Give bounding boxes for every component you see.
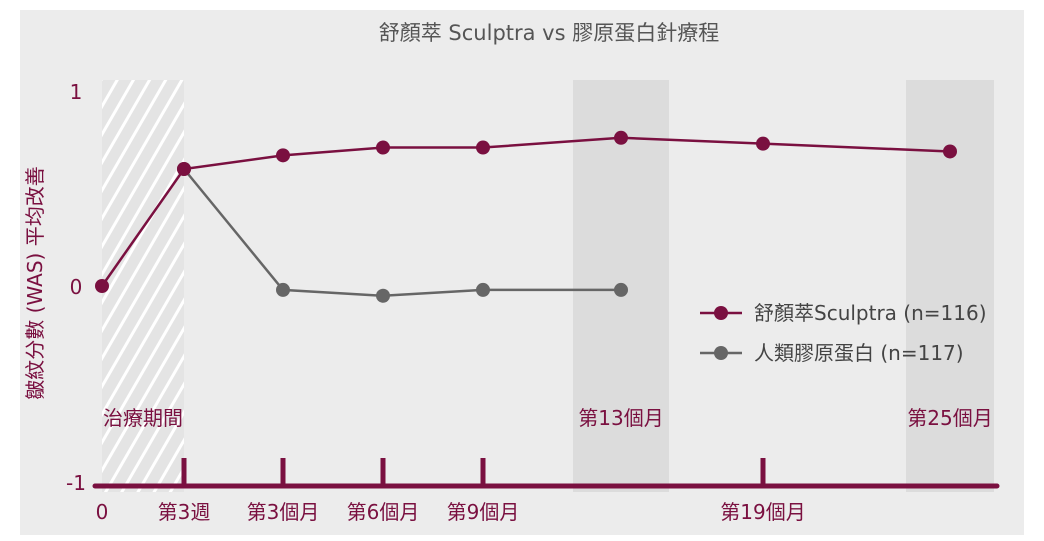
period-label-month13: 第13個月 xyxy=(578,406,663,430)
data-point-collagen-1 xyxy=(276,282,290,297)
legend-label-sculptra: 舒顏萃Sculptra (n=116) xyxy=(754,301,987,325)
y-tick-bottom: -1 xyxy=(66,471,86,495)
data-point-sculptra-5 xyxy=(614,130,628,145)
data-point-sculptra-1 xyxy=(177,162,191,176)
legend-item-sculptra: 舒顏萃Sculptra (n=116) xyxy=(700,301,987,325)
data-point-sculptra-6 xyxy=(756,136,770,151)
y-tick-top: 1 xyxy=(70,80,83,104)
y-axis-label: 皺紋分數 (WAS) 平均改善 xyxy=(23,166,47,399)
data-point-sculptra-2 xyxy=(276,148,290,163)
data-point-collagen-4 xyxy=(614,282,628,297)
x-tick-label-m3: 第3個月 xyxy=(247,500,320,524)
data-point-sculptra-4 xyxy=(476,140,490,155)
legend-marker-sculptra xyxy=(714,306,728,320)
chart-title: 舒顏萃 Sculptra vs 膠原蛋白針療程 xyxy=(379,21,719,45)
series-line-sculptra xyxy=(100,136,951,287)
data-point-collagen-3 xyxy=(476,282,490,297)
month25-band xyxy=(906,80,994,492)
x-tick-label-wk3: 第3週 xyxy=(158,500,211,524)
legend: 舒顏萃Sculptra (n=116) 人類膠原蛋白 (n=117) xyxy=(700,301,987,365)
legend-marker-collagen xyxy=(714,346,728,360)
data-point-collagen-2 xyxy=(376,288,390,303)
x-tick-label-m19: 第19個月 xyxy=(720,500,805,524)
x-tick-label-m6: 第6個月 xyxy=(347,500,420,524)
period-label-treatment: 治療期間 xyxy=(103,406,183,430)
legend-item-collagen: 人類膠原蛋白 (n=117) xyxy=(700,341,964,365)
x-tick-label-0: 0 xyxy=(96,500,109,524)
data-point-sculptra-0 xyxy=(95,279,109,293)
legend-label-collagen: 人類膠原蛋白 (n=117) xyxy=(754,341,964,365)
data-point-sculptra-3 xyxy=(376,140,390,155)
series-layer xyxy=(95,130,957,303)
data-point-sculptra-7 xyxy=(943,144,957,159)
plot-background xyxy=(20,10,1024,535)
treatment-period-band xyxy=(102,80,184,492)
period-label-month25: 第25個月 xyxy=(907,406,992,430)
y-tick-mid: 0 xyxy=(70,275,83,299)
x-tick-label-m9: 第9個月 xyxy=(447,500,520,524)
